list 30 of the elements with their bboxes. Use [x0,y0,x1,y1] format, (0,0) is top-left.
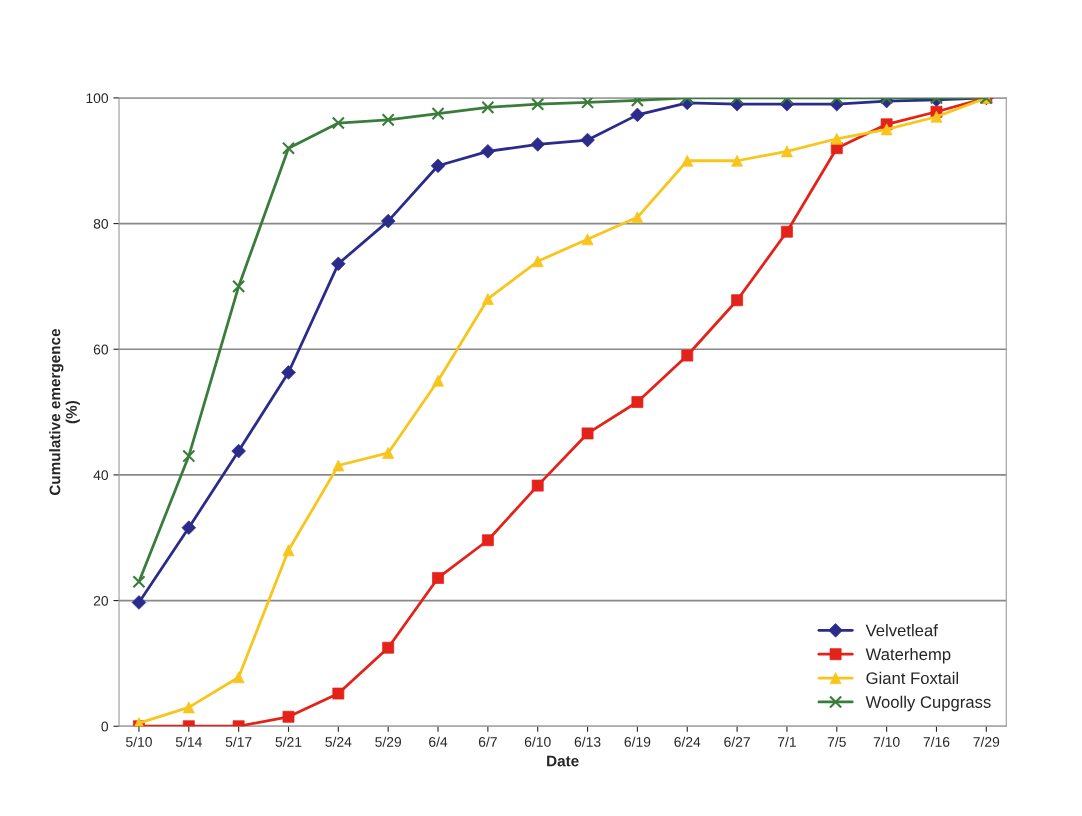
x-tick-label: 6/27 [724,736,750,747]
legend-label: Velvetleaf [865,624,938,637]
y-tick-label: 60 [93,344,109,355]
x-tick-label: 6/7 [478,736,497,747]
x-tick-label: 7/1 [778,736,796,747]
legend-label: Waterhemp [865,647,951,664]
x-tick-label: 5/17 [225,736,252,747]
x-tick-label: 7/16 [923,736,950,747]
x-tick-label: 6/10 [524,736,551,747]
legend-label: Woolly Cupgrass [865,695,991,712]
legend-label: Giant Foxtail [866,671,959,685]
x-axis-title: Date [547,755,579,767]
x-tick-label: 6/24 [674,736,701,747]
x-tick-label: 7/10 [873,736,900,747]
x-tick-label: 5/24 [325,736,352,747]
x-tick-label: 5/29 [375,736,402,747]
y-tick-label: 80 [93,218,109,229]
x-tick-label: 6/19 [624,736,651,747]
x-tick-label: 7/29 [973,736,1000,747]
x-tick-label: 5/10 [126,736,152,747]
y-tick-label: 40 [93,470,109,481]
x-tick-label: 5/21 [275,736,302,747]
x-tick-label: 6/4 [429,736,448,747]
y-tick-label: 20 [93,595,109,606]
x-tick-label: 6/13 [574,736,601,747]
x-tick-label: 7/5 [827,736,846,747]
y-tick-label: 0 [101,721,109,732]
x-tick-label: 5/14 [175,736,202,747]
y-tick-label: 100 [86,93,109,104]
y-axis-title: Cumulative emergence (%) [49,328,80,496]
